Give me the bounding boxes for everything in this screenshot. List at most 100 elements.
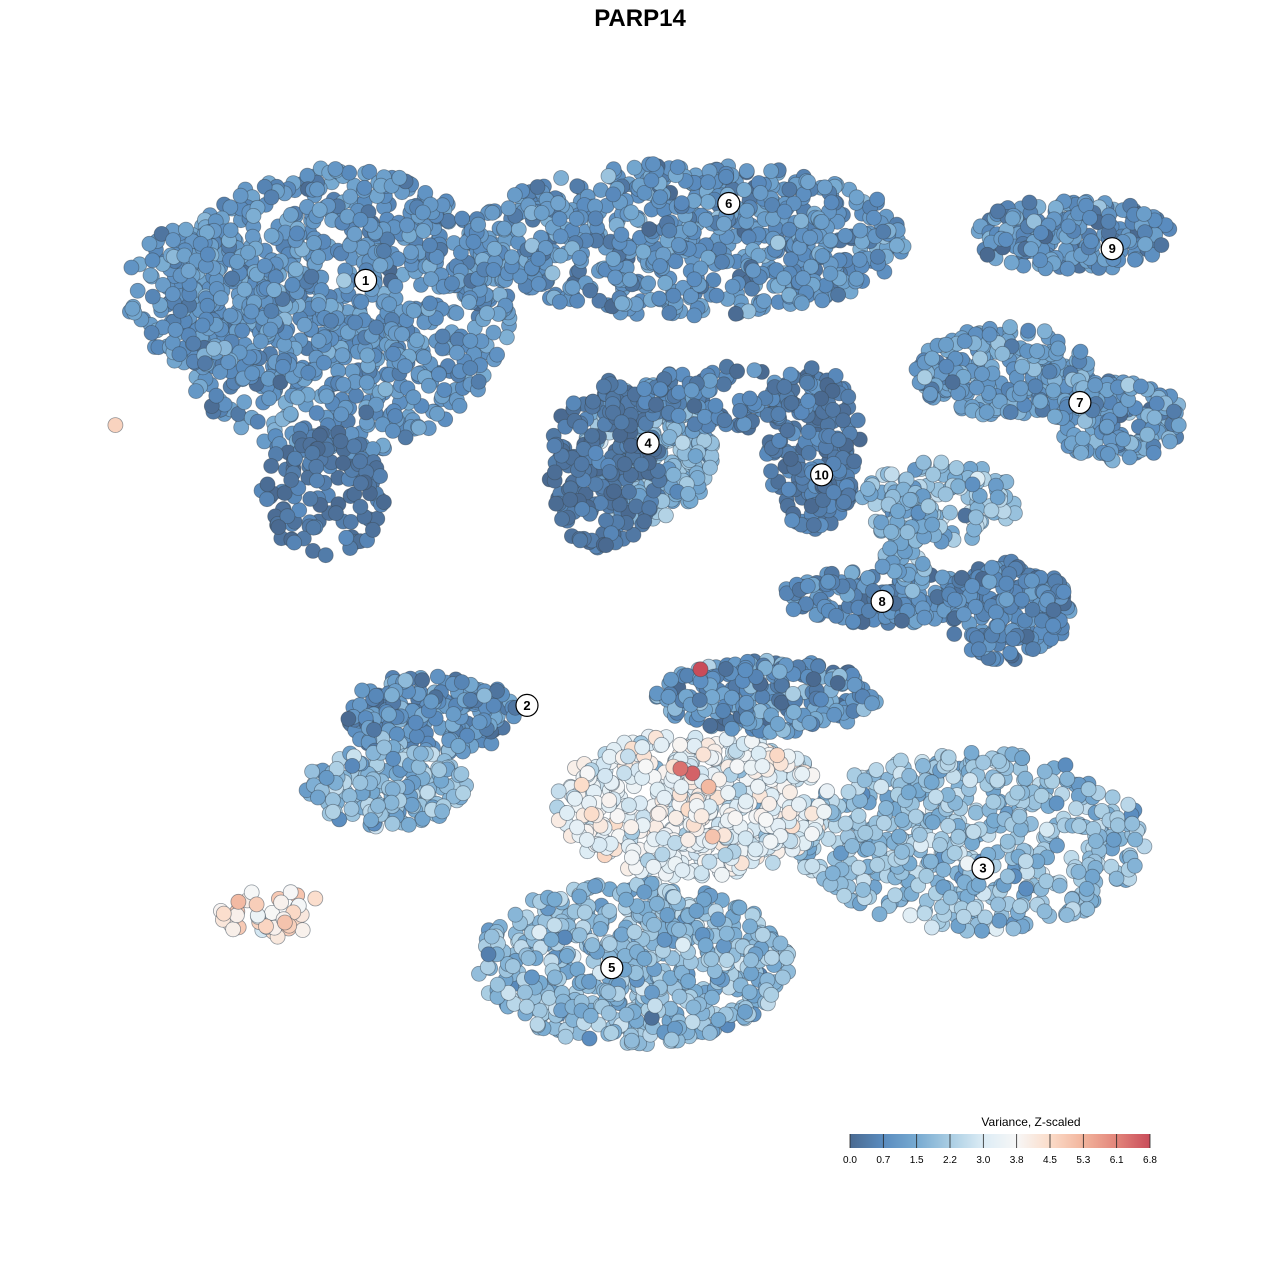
cell-point (727, 305, 744, 322)
cell-point (503, 249, 520, 266)
cell-point (296, 316, 313, 333)
cell-point (658, 507, 674, 524)
cell-point (341, 788, 358, 804)
cell-point (1105, 831, 1122, 848)
cell-point (805, 517, 822, 533)
cell-point (605, 251, 622, 267)
cell-point (359, 347, 376, 364)
cell-point (970, 641, 987, 658)
cell-point (955, 908, 972, 925)
cell-point (613, 414, 630, 431)
cell-point (434, 803, 451, 820)
cell-point (429, 405, 446, 422)
cell-point (718, 168, 734, 185)
cell-point (1005, 631, 1022, 647)
cell-point (454, 210, 471, 227)
cell-point (391, 169, 408, 186)
cell-point (822, 232, 839, 249)
cell-point (1115, 431, 1131, 448)
cell-point (1087, 377, 1103, 394)
cell-point (776, 378, 793, 395)
cell-point (899, 524, 916, 541)
cell-point (927, 789, 944, 805)
cell-point (571, 249, 588, 266)
cell-point (876, 815, 892, 831)
cell-point (972, 350, 988, 367)
cell-point (844, 838, 860, 854)
cell-point (776, 270, 792, 287)
cell-point (946, 626, 963, 642)
cell-point (994, 345, 1011, 362)
cell-point (385, 345, 402, 362)
cell-point (889, 237, 905, 254)
cell-point (628, 498, 644, 515)
cell-point (822, 265, 839, 282)
cell-point (449, 344, 465, 361)
cell-point (893, 752, 909, 769)
cell-point (259, 491, 275, 508)
cell-point (436, 382, 453, 398)
cell-point (1121, 449, 1138, 466)
cell-point (606, 483, 622, 500)
cell-point (1011, 808, 1028, 825)
cell-point (240, 244, 257, 261)
cell-point (347, 314, 364, 331)
cell-point (614, 295, 630, 312)
cell-point (356, 179, 373, 196)
cell-point (375, 243, 392, 259)
cell-point (408, 332, 425, 349)
cell-point (354, 682, 371, 699)
cell-point (869, 857, 886, 873)
cell-point (1166, 403, 1182, 420)
cell-point (1023, 241, 1039, 258)
cell-point (1099, 418, 1115, 435)
cell-point (779, 422, 796, 439)
cell-point (188, 383, 204, 400)
cell-point (946, 591, 963, 608)
cell-point (1100, 213, 1117, 230)
cell-point (964, 578, 981, 594)
cell-point (780, 481, 797, 498)
cell-point (908, 808, 924, 825)
cell-point (828, 608, 845, 624)
cell-point (635, 243, 652, 260)
cell-point (1127, 251, 1143, 268)
cell-point (868, 762, 885, 778)
cell-point (794, 295, 810, 312)
cell-point (968, 804, 984, 821)
cell-point (506, 187, 523, 203)
cell-point (403, 244, 419, 261)
cell-point (830, 286, 846, 303)
cell-point (1024, 572, 1040, 589)
cell-point (714, 254, 730, 270)
cell-point (414, 672, 431, 688)
cell-point (279, 508, 296, 525)
cell-point (311, 201, 328, 218)
cell-point (1108, 870, 1125, 887)
cell-point (1045, 617, 1061, 634)
cell-point (871, 906, 888, 923)
cell-point (423, 271, 439, 288)
cell-point (633, 456, 650, 473)
cell-point (1078, 881, 1095, 897)
cell-point (702, 372, 718, 389)
cell-point (823, 194, 840, 211)
cell-point (546, 437, 563, 454)
cell-point (336, 272, 352, 289)
cell-point (548, 495, 564, 512)
cell-point (249, 413, 266, 430)
cell-point (1049, 837, 1065, 854)
cell-point (1039, 821, 1055, 838)
cell-point (400, 816, 417, 833)
cell-point (381, 296, 398, 313)
cell-point (915, 758, 931, 774)
cell-point (964, 476, 981, 493)
cell-point (648, 396, 664, 413)
cell-point (348, 387, 365, 404)
cell-point (978, 404, 995, 421)
cell-point (948, 460, 965, 476)
cell-point (1004, 210, 1021, 227)
cell-point (835, 412, 851, 429)
cell-point (979, 246, 996, 263)
cell-point (551, 293, 568, 310)
